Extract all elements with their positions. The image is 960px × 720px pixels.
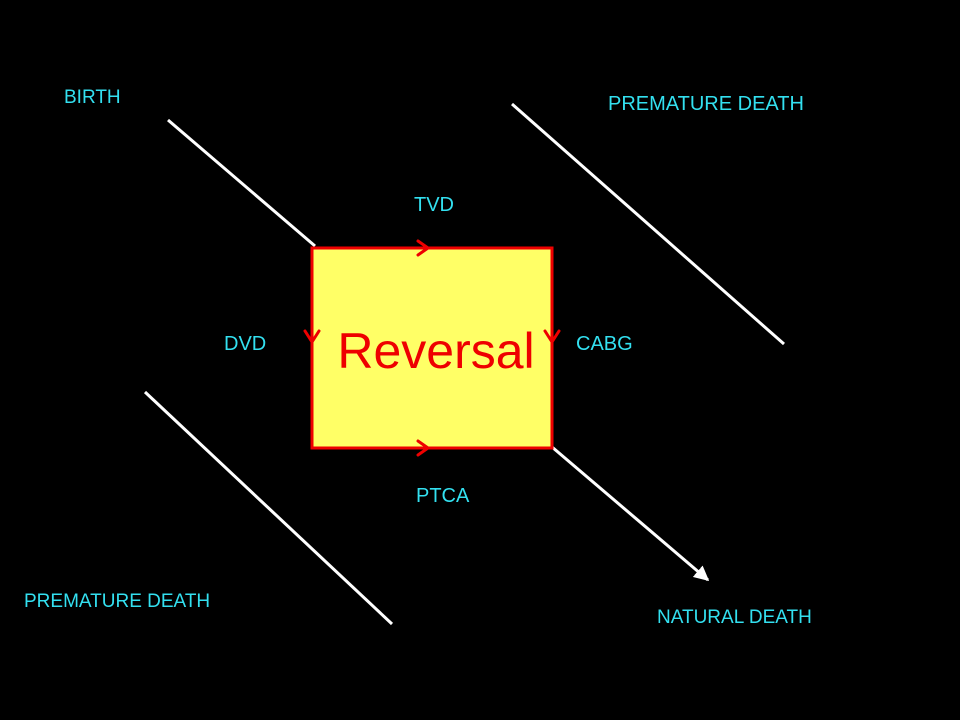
ptca-arrow-icon (416, 439, 430, 457)
cabg-label: CABG (576, 333, 633, 355)
reversal-box (310, 246, 554, 450)
dvd-arrow-icon (303, 329, 321, 344)
premature-death-bottom-line (143, 390, 394, 626)
birth-line (167, 118, 316, 248)
birth-label: BIRTH (64, 87, 121, 108)
cabg-arrow-icon (543, 329, 561, 344)
dvd-label: DVD (224, 333, 266, 355)
premature-death-top-line (511, 102, 785, 346)
premature-death-bottom-label: PREMATURE DEATH (24, 591, 210, 612)
natural-death-arrow (551, 445, 710, 582)
premature-death-top-label: PREMATURE DEATH (608, 93, 804, 115)
natural-death-label: NATURAL DEATH (657, 607, 812, 628)
tvd-label: TVD (414, 194, 454, 216)
reversal-label: Reversal (337, 323, 534, 379)
ptca-label: PTCA (416, 485, 470, 507)
tvd-arrow-icon (416, 239, 430, 257)
